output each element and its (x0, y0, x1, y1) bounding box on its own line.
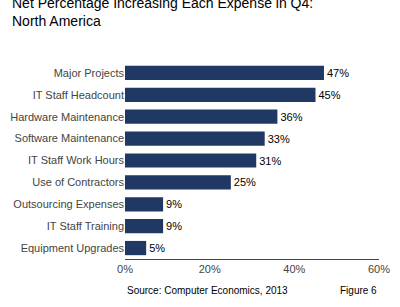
svg-text:Software Maintenance: Software Maintenance (15, 132, 124, 144)
svg-text:Source: Computer Economics, 20: Source: Computer Economics, 2013 (127, 285, 288, 296)
svg-text:0%: 0% (117, 263, 133, 275)
svg-text:60%: 60% (368, 263, 390, 275)
svg-text:Figure 6: Figure 6 (340, 285, 377, 296)
svg-text:Use of Contractors: Use of Contractors (32, 176, 124, 188)
svg-text:36%: 36% (280, 111, 302, 123)
svg-text:IT Staff Work Hours: IT Staff Work Hours (28, 154, 124, 166)
svg-text:40%: 40% (283, 263, 305, 275)
svg-text:47%: 47% (327, 67, 349, 79)
svg-text:9%: 9% (166, 198, 182, 210)
svg-text:5%: 5% (149, 242, 165, 254)
svg-text:31%: 31% (259, 155, 281, 167)
svg-text:IT Staff Headcount: IT Staff Headcount (33, 89, 124, 101)
svg-text:Outsourcing Expenses: Outsourcing Expenses (13, 198, 124, 210)
svg-text:9%: 9% (166, 220, 182, 232)
svg-text:Net Percentage Increasing Each: Net Percentage Increasing Each Expense i… (12, 0, 313, 29)
svg-text:20%: 20% (199, 263, 221, 275)
svg-text:Equipment Upgrades: Equipment Upgrades (21, 242, 125, 254)
svg-text:33%: 33% (268, 133, 290, 145)
svg-text:Hardware Maintenance: Hardware Maintenance (10, 111, 124, 123)
svg-text:25%: 25% (234, 176, 256, 188)
svg-text:Major Projects: Major Projects (54, 67, 125, 79)
svg-text:IT Staff Training: IT Staff Training (47, 220, 124, 232)
svg-text:45%: 45% (319, 89, 341, 101)
